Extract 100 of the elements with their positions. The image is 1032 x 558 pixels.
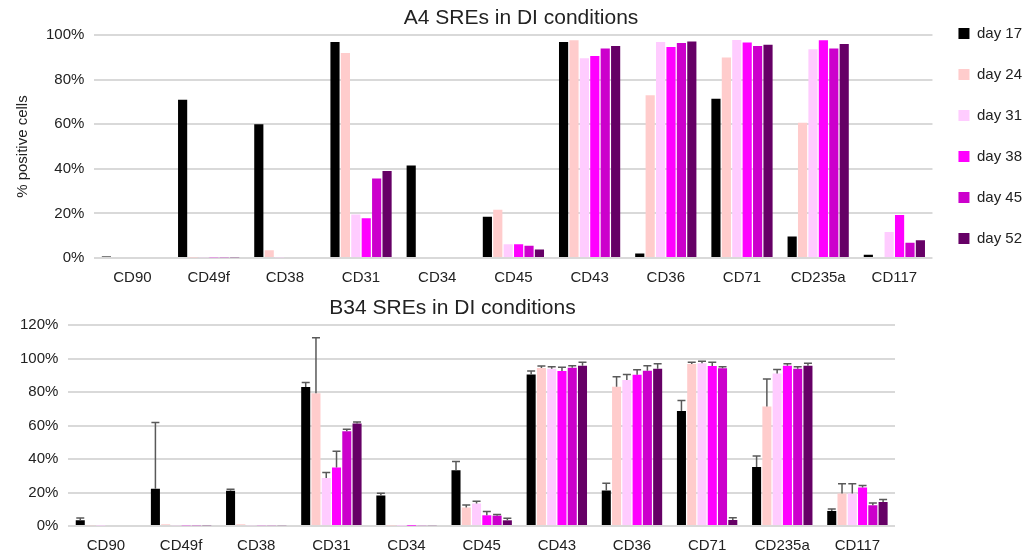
bar <box>721 57 731 257</box>
x-tick-label: CD43 <box>537 536 577 554</box>
y-tick-label: 120% <box>19 315 59 333</box>
y-tick-label: 100% <box>19 348 59 366</box>
bar <box>787 236 797 257</box>
x-tick-label: CD34 <box>387 536 426 554</box>
bar <box>753 45 763 257</box>
bar <box>567 367 577 525</box>
x-tick-label: CD117 <box>834 536 881 554</box>
bar <box>868 505 878 525</box>
x-tick-label: CD235a <box>754 536 811 554</box>
x-tick-label: CD49f <box>159 536 204 554</box>
bar <box>451 470 461 525</box>
bar <box>711 98 721 257</box>
bar <box>894 215 905 257</box>
bar <box>793 368 803 525</box>
legend-label: day 24 <box>976 64 1023 82</box>
bar <box>577 365 588 525</box>
bar <box>858 487 868 525</box>
bar <box>687 364 697 525</box>
bar <box>382 171 392 257</box>
y-tick-label: 100% <box>45 25 85 43</box>
bar <box>847 493 857 525</box>
bar <box>676 43 686 257</box>
bar <box>601 490 611 525</box>
bar <box>536 368 546 525</box>
bar <box>612 386 622 525</box>
bar <box>330 41 340 257</box>
bar <box>642 370 652 525</box>
bar <box>818 40 828 257</box>
x-tick-label: CD49f <box>187 268 231 286</box>
bar <box>829 48 839 257</box>
x-tick-label: CD90 <box>113 268 152 286</box>
y-tick-label: 60% <box>28 415 59 433</box>
bar <box>492 515 502 525</box>
bar <box>878 501 888 525</box>
bar <box>742 42 752 257</box>
bar <box>340 53 350 257</box>
x-tick-label: CD36 <box>612 536 652 554</box>
x-tick-label: CD235a <box>790 268 847 286</box>
bar <box>352 423 362 525</box>
bar <box>728 519 738 525</box>
bar <box>808 49 818 257</box>
x-tick-label: CD71 <box>687 536 727 554</box>
x-tick-label: CD31 <box>341 268 381 286</box>
bar <box>332 467 342 525</box>
bar <box>493 209 503 257</box>
y-tick-label: 20% <box>28 482 59 500</box>
legend-label: day 52 <box>976 228 1023 246</box>
bar <box>782 365 792 525</box>
x-tick-label: CD45 <box>462 536 501 554</box>
bar <box>590 55 600 257</box>
y-tick-label: 60% <box>54 114 85 132</box>
bar <box>557 371 567 525</box>
bar <box>351 214 361 257</box>
bar <box>837 493 847 525</box>
bar <box>666 47 676 257</box>
bar <box>406 165 416 257</box>
legend-label: day 31 <box>976 105 1023 123</box>
bar <box>797 122 808 257</box>
bar <box>534 249 545 257</box>
bar <box>752 467 762 525</box>
x-tick-label: CD38 <box>265 268 305 286</box>
bar <box>482 515 492 525</box>
chart-title: B34 SREs in DI conditions <box>329 295 576 319</box>
bar <box>687 41 697 257</box>
y-axis-title: % positive cells <box>13 95 31 198</box>
bar <box>301 387 311 525</box>
y-tick-label: 20% <box>54 203 85 221</box>
bar <box>905 242 915 257</box>
legend-label: day 38 <box>976 146 1023 164</box>
bar <box>707 366 717 525</box>
y-tick-label: 80% <box>28 382 59 400</box>
bar <box>264 250 274 257</box>
bar <box>150 488 160 525</box>
bar <box>762 406 772 525</box>
bar <box>569 40 579 257</box>
y-tick-label: 0% <box>62 248 85 266</box>
x-tick-label: CD38 <box>237 536 276 554</box>
x-tick-label: CD90 <box>86 536 126 554</box>
bar <box>547 368 557 525</box>
bar <box>676 410 686 525</box>
x-tick-label: CD117 <box>871 268 918 286</box>
bar <box>226 490 236 525</box>
bar <box>342 431 352 525</box>
bar <box>600 48 610 257</box>
bar <box>697 363 707 525</box>
bar <box>611 45 621 257</box>
bar <box>376 495 386 525</box>
bar <box>632 374 642 525</box>
y-tick-label: 0% <box>36 516 59 534</box>
bar <box>645 95 655 257</box>
x-tick-label: CD34 <box>418 268 457 286</box>
bar <box>472 503 482 525</box>
x-tick-label: CD71 <box>722 268 762 286</box>
legend-label: day 17 <box>976 23 1023 41</box>
bar <box>827 510 837 525</box>
y-tick-label: 40% <box>54 159 85 177</box>
bar <box>321 477 331 525</box>
bar <box>514 244 524 257</box>
